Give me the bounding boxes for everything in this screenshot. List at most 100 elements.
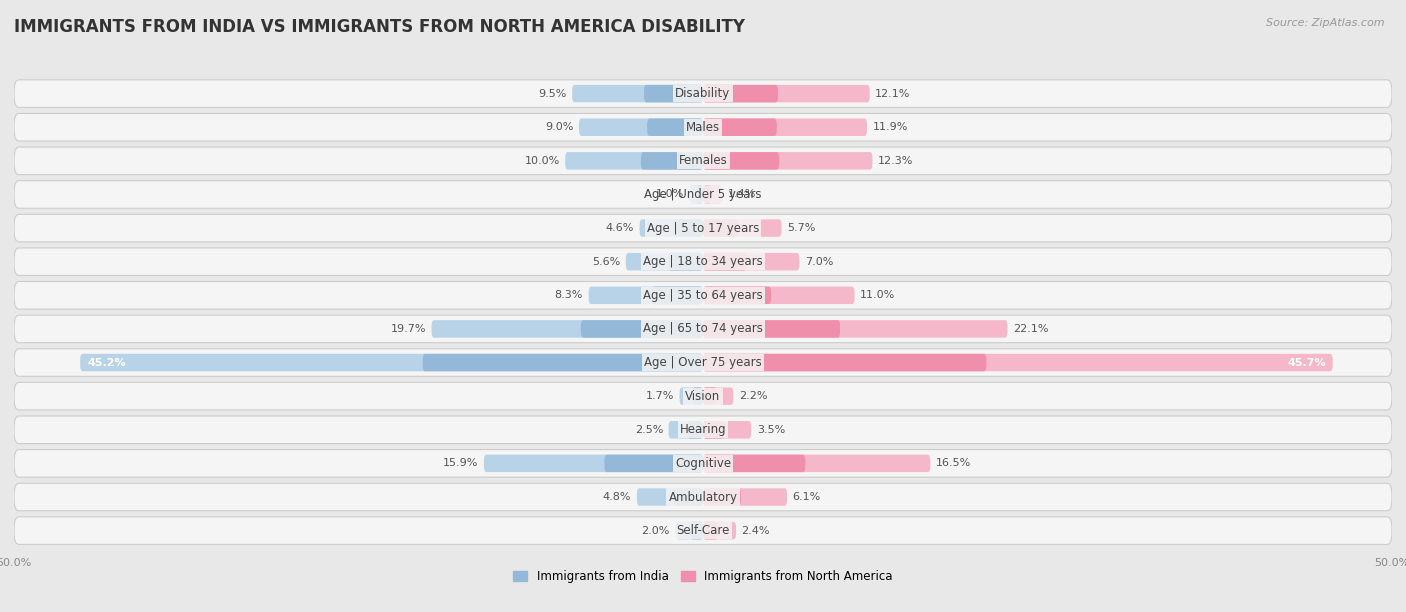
FancyBboxPatch shape [703, 421, 751, 439]
Text: 22.1%: 22.1% [1012, 324, 1049, 334]
Text: 5.7%: 5.7% [787, 223, 815, 233]
Text: Age | 65 to 74 years: Age | 65 to 74 years [643, 323, 763, 335]
FancyBboxPatch shape [423, 354, 703, 371]
FancyBboxPatch shape [703, 455, 931, 472]
FancyBboxPatch shape [690, 522, 703, 539]
FancyBboxPatch shape [675, 522, 703, 539]
FancyBboxPatch shape [703, 152, 873, 170]
Text: 19.7%: 19.7% [391, 324, 426, 334]
FancyBboxPatch shape [673, 488, 703, 506]
FancyBboxPatch shape [14, 349, 1392, 376]
FancyBboxPatch shape [703, 354, 1333, 371]
Text: Age | 35 to 64 years: Age | 35 to 64 years [643, 289, 763, 302]
Text: 9.0%: 9.0% [546, 122, 574, 132]
Text: 11.9%: 11.9% [873, 122, 908, 132]
FancyBboxPatch shape [693, 387, 703, 405]
FancyBboxPatch shape [703, 119, 776, 136]
Text: 3.5%: 3.5% [756, 425, 785, 435]
Text: 5.6%: 5.6% [592, 256, 620, 267]
Text: 6.1%: 6.1% [793, 492, 821, 502]
Text: IMMIGRANTS FROM INDIA VS IMMIGRANTS FROM NORTH AMERICA DISABILITY: IMMIGRANTS FROM INDIA VS IMMIGRANTS FROM… [14, 18, 745, 36]
FancyBboxPatch shape [641, 152, 703, 170]
FancyBboxPatch shape [703, 488, 787, 506]
FancyBboxPatch shape [14, 282, 1392, 309]
FancyBboxPatch shape [703, 253, 800, 271]
FancyBboxPatch shape [14, 483, 1392, 511]
Text: 1.4%: 1.4% [728, 190, 756, 200]
FancyBboxPatch shape [589, 286, 703, 304]
FancyBboxPatch shape [703, 488, 741, 506]
Text: Self-Care: Self-Care [676, 524, 730, 537]
Text: Age | Under 5 years: Age | Under 5 years [644, 188, 762, 201]
FancyBboxPatch shape [637, 488, 703, 506]
Text: Disability: Disability [675, 87, 731, 100]
Text: 4.8%: 4.8% [603, 492, 631, 502]
FancyBboxPatch shape [14, 147, 1392, 174]
FancyBboxPatch shape [703, 253, 747, 271]
FancyBboxPatch shape [605, 455, 703, 472]
FancyBboxPatch shape [14, 382, 1392, 410]
Text: 1.7%: 1.7% [645, 391, 673, 401]
Text: 2.4%: 2.4% [741, 526, 770, 536]
FancyBboxPatch shape [703, 455, 806, 472]
FancyBboxPatch shape [651, 286, 703, 304]
FancyBboxPatch shape [14, 315, 1392, 343]
Text: 2.5%: 2.5% [634, 425, 664, 435]
Text: 10.0%: 10.0% [524, 156, 560, 166]
Text: Vision: Vision [685, 390, 721, 403]
FancyBboxPatch shape [581, 320, 703, 338]
FancyBboxPatch shape [675, 219, 703, 237]
FancyBboxPatch shape [703, 85, 870, 102]
Text: 2.2%: 2.2% [738, 391, 768, 401]
FancyBboxPatch shape [688, 421, 703, 439]
Text: 16.5%: 16.5% [936, 458, 972, 468]
Text: 9.5%: 9.5% [538, 89, 567, 99]
FancyBboxPatch shape [565, 152, 703, 170]
FancyBboxPatch shape [14, 181, 1392, 208]
Text: 11.0%: 11.0% [860, 290, 896, 300]
FancyBboxPatch shape [703, 119, 868, 136]
Text: Ambulatory: Ambulatory [668, 490, 738, 504]
Text: Source: ZipAtlas.com: Source: ZipAtlas.com [1267, 18, 1385, 28]
FancyBboxPatch shape [703, 219, 782, 237]
FancyBboxPatch shape [669, 421, 703, 439]
FancyBboxPatch shape [703, 522, 737, 539]
Text: Age | 18 to 34 years: Age | 18 to 34 years [643, 255, 763, 268]
Text: 12.3%: 12.3% [877, 156, 914, 166]
Legend: Immigrants from India, Immigrants from North America: Immigrants from India, Immigrants from N… [509, 565, 897, 588]
Text: 12.1%: 12.1% [875, 89, 911, 99]
FancyBboxPatch shape [640, 219, 703, 237]
FancyBboxPatch shape [703, 152, 779, 170]
FancyBboxPatch shape [572, 85, 703, 102]
FancyBboxPatch shape [484, 455, 703, 472]
Text: 45.2%: 45.2% [87, 357, 125, 368]
FancyBboxPatch shape [14, 517, 1392, 545]
FancyBboxPatch shape [579, 119, 703, 136]
FancyBboxPatch shape [626, 253, 703, 271]
FancyBboxPatch shape [14, 248, 1392, 275]
Text: Hearing: Hearing [679, 424, 727, 436]
FancyBboxPatch shape [703, 320, 1008, 338]
Text: 2.0%: 2.0% [641, 526, 669, 536]
FancyBboxPatch shape [697, 185, 703, 203]
Text: Cognitive: Cognitive [675, 457, 731, 470]
FancyBboxPatch shape [703, 387, 717, 405]
Text: Age | Over 75 years: Age | Over 75 years [644, 356, 762, 369]
FancyBboxPatch shape [644, 85, 703, 102]
Text: 8.3%: 8.3% [555, 290, 583, 300]
Text: 7.0%: 7.0% [806, 256, 834, 267]
FancyBboxPatch shape [14, 450, 1392, 477]
FancyBboxPatch shape [14, 214, 1392, 242]
Text: 1.0%: 1.0% [655, 190, 683, 200]
FancyBboxPatch shape [679, 387, 703, 405]
FancyBboxPatch shape [432, 320, 703, 338]
FancyBboxPatch shape [703, 85, 778, 102]
Text: Age | 5 to 17 years: Age | 5 to 17 years [647, 222, 759, 234]
FancyBboxPatch shape [703, 286, 855, 304]
Text: 45.7%: 45.7% [1286, 357, 1326, 368]
FancyBboxPatch shape [703, 219, 738, 237]
FancyBboxPatch shape [703, 354, 987, 371]
FancyBboxPatch shape [668, 253, 703, 271]
FancyBboxPatch shape [703, 387, 734, 405]
FancyBboxPatch shape [703, 185, 723, 203]
